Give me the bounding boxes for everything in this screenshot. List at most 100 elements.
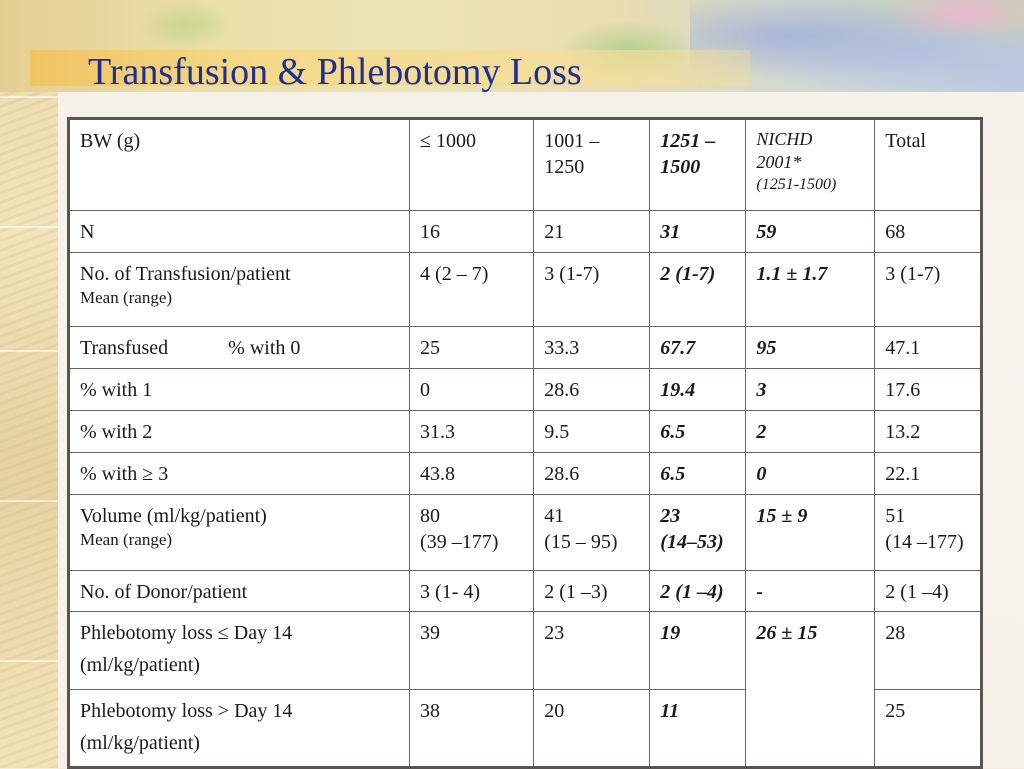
row-label-sub: Mean (range)	[80, 288, 173, 307]
cell: 43.8	[409, 452, 535, 495]
cell-value: 80	[420, 505, 441, 527]
cell: 41 (15 – 95)	[533, 494, 651, 571]
row-label: Phlebotomy loss ≤ Day 14 (ml/kg/patient)	[67, 611, 411, 690]
header-col2: 1001 – 1250	[533, 118, 651, 211]
cell: 39	[409, 611, 535, 690]
row-label-sub: % with 0	[228, 337, 301, 359]
cell: 2 (1-7)	[649, 252, 747, 327]
header-col2-line1: 1001 –	[544, 130, 600, 152]
cell: 6.5	[649, 410, 747, 453]
cell-range: (15 – 95)	[544, 531, 618, 553]
cell: 23	[533, 611, 651, 690]
table-row-n: N 16 21 31 59 68	[67, 210, 982, 253]
cell: 2	[745, 410, 876, 453]
row-label-main: Phlebotomy loss ≤ Day 14	[80, 622, 293, 644]
cell: 3 (1-7)	[533, 252, 651, 327]
header-col4-line2: 2001*	[756, 152, 802, 173]
table-row-with0: Transfused % with 0 25 33.3 67.7 95 47.1	[67, 326, 982, 369]
cell: 19	[649, 611, 747, 690]
header-col2-line2: 1250	[544, 156, 585, 178]
cell: 25	[874, 689, 982, 768]
cell: -	[745, 570, 876, 612]
row-label-main: Transfused	[80, 337, 169, 359]
cell-range: (14 –177)	[885, 531, 964, 553]
cell: 38	[409, 689, 535, 768]
header-col3-line1: 1251 –	[660, 130, 716, 152]
cell: 2 (1 –3)	[533, 570, 651, 612]
cell: 20	[533, 689, 651, 768]
cell: 28.6	[533, 368, 651, 411]
row-label: Volume (ml/kg/patient) Mean (range)	[67, 494, 411, 571]
cell: 0	[745, 452, 876, 495]
table-row-phleb2: Phlebotomy loss > Day 14 (ml/kg/patient)…	[67, 689, 982, 768]
cell: 3	[745, 368, 876, 411]
cell: 0	[409, 368, 535, 411]
cell: 31.3	[409, 410, 535, 453]
cell: 21	[533, 210, 651, 253]
header-col4: NICHD 2001* (1251-1500)	[745, 118, 876, 211]
cell: 3 (1- 4)	[409, 570, 535, 612]
cell: 2 (1 –4)	[874, 570, 982, 612]
cell: 6.5	[649, 452, 747, 495]
cell: 4 (2 – 7)	[409, 252, 535, 327]
cell: 67.7	[649, 326, 747, 369]
cell: 25	[409, 326, 535, 369]
decor-blot	[880, 0, 1024, 40]
header-col3: 1251 – 1500	[649, 118, 747, 211]
table-row-phleb1: Phlebotomy loss ≤ Day 14 (ml/kg/patient)…	[67, 611, 982, 768]
cell: 15 ± 9	[745, 494, 876, 571]
slide-title: Transfusion & Phlebotomy Loss	[88, 51, 582, 93]
cell: 2 (1 –4)	[649, 570, 747, 612]
header-col3-line2: 1500	[660, 156, 701, 178]
cell: 31	[649, 210, 747, 253]
row-label: % with 2	[67, 410, 411, 453]
row-label: N	[67, 210, 411, 253]
cell: 19.4	[649, 368, 747, 411]
table-row-with1: % with 1 0 28.6 19.4 3 17.6	[67, 368, 982, 411]
cell: 59	[745, 210, 876, 253]
row-label: % with ≥ 3	[67, 452, 411, 495]
row-label: % with 1	[67, 368, 411, 411]
row-label: Transfused % with 0	[67, 326, 411, 369]
table-row-donor: No. of Donor/patient 3 (1- 4) 2 (1 –3) 2…	[67, 570, 982, 612]
table-row-transfusion: No. of Transfusion/patient Mean (range) …	[67, 252, 982, 327]
row-label-main: Volume (ml/kg/patient)	[80, 505, 267, 527]
cell: 95	[745, 326, 876, 369]
cell-value: 23	[660, 505, 681, 527]
table-row-with2: % with 2 31.3 9.5 6.5 2 13.2	[67, 410, 982, 453]
cell-range: (14–53)	[660, 531, 724, 553]
header-bw: BW (g)	[67, 118, 411, 211]
cell: 17.6	[874, 368, 982, 411]
row-label-sub: (ml/kg/patient)	[80, 654, 200, 676]
table-row-with3: % with ≥ 3 43.8 28.6 6.5 0 22.1	[67, 452, 982, 495]
cell: 11	[649, 689, 747, 768]
cell: 47.1	[874, 326, 982, 369]
cell-range: (39 –177)	[420, 531, 499, 553]
cell: 16	[409, 210, 535, 253]
header-total: Total	[874, 118, 982, 211]
table-header-row: BW (g) ≤ 1000 1001 – 1250 1251 – 1500 NI…	[67, 118, 982, 211]
row-label: No. of Transfusion/patient Mean (range)	[67, 252, 411, 327]
cell: 22.1	[874, 452, 982, 495]
cell: 51 (14 –177)	[874, 494, 982, 571]
background-parchment	[0, 0, 58, 768]
row-label-sub: (ml/kg/patient)	[80, 732, 200, 754]
table-row-volume: Volume (ml/kg/patient) Mean (range) 80 (…	[67, 494, 982, 571]
row-label: No. of Donor/patient	[67, 570, 411, 612]
header-col4-line3: (1251-1500)	[756, 175, 837, 193]
cell-value: 41	[544, 505, 565, 527]
cell-merged: 26 ± 15	[745, 611, 876, 768]
cell: 80 (39 –177)	[409, 494, 535, 571]
row-label-main: Phlebotomy loss > Day 14	[80, 700, 293, 722]
cell: 3 (1-7)	[874, 252, 982, 327]
title-highlight-strip	[30, 50, 750, 86]
cell-value: 51	[885, 505, 906, 527]
cell: 28.6	[533, 452, 651, 495]
decor-blot	[140, 0, 230, 50]
row-label-sub: Mean (range)	[80, 530, 173, 549]
cell: 1.1 ± 1.7	[745, 252, 876, 327]
row-label: Phlebotomy loss > Day 14 (ml/kg/patient)	[67, 689, 411, 768]
cell: 23 (14–53)	[649, 494, 747, 571]
cell: 33.3	[533, 326, 651, 369]
cell: 13.2	[874, 410, 982, 453]
